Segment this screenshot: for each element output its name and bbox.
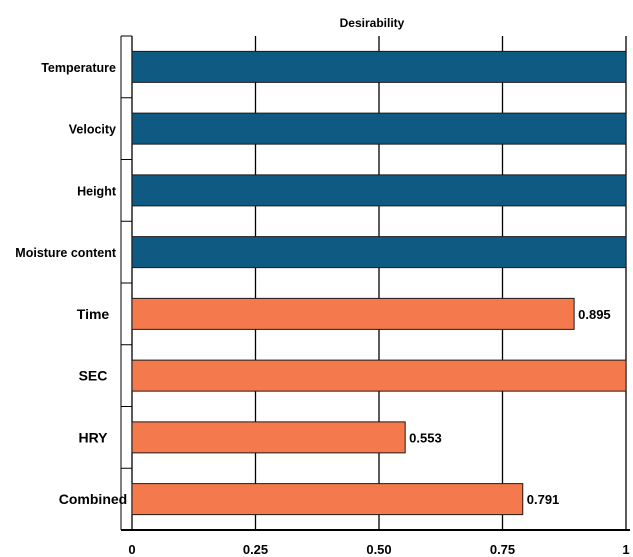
bar-hry [131, 421, 406, 454]
x-tick-label: 0.25 [243, 542, 268, 557]
category-label: Time [77, 306, 110, 322]
chart-title: Desirability [340, 16, 405, 30]
data-label: 0.791 [527, 492, 560, 507]
category-label: HRY [78, 429, 108, 445]
x-tick-label: 0.50 [366, 542, 391, 557]
bar-moisture-content [131, 236, 627, 269]
x-tick-label: 1 [622, 542, 629, 557]
bar-combined [131, 483, 524, 516]
category-label: SEC [79, 368, 108, 384]
bar-sec [131, 359, 627, 392]
category-label: Height [77, 184, 117, 198]
category-label: Moisture content [15, 246, 117, 260]
x-tick-label: 0.75 [490, 542, 515, 557]
bar-height [131, 174, 627, 207]
bar-temperature [131, 50, 627, 83]
x-tick-label: 0 [128, 542, 135, 557]
data-label: 0.895 [578, 307, 611, 322]
bar-velocity [131, 112, 627, 145]
category-label: Temperature [41, 61, 116, 75]
category-label: Velocity [69, 123, 116, 137]
category-label: Combined [59, 491, 127, 507]
data-label: 0.553 [409, 430, 442, 445]
bar-time [131, 297, 575, 330]
